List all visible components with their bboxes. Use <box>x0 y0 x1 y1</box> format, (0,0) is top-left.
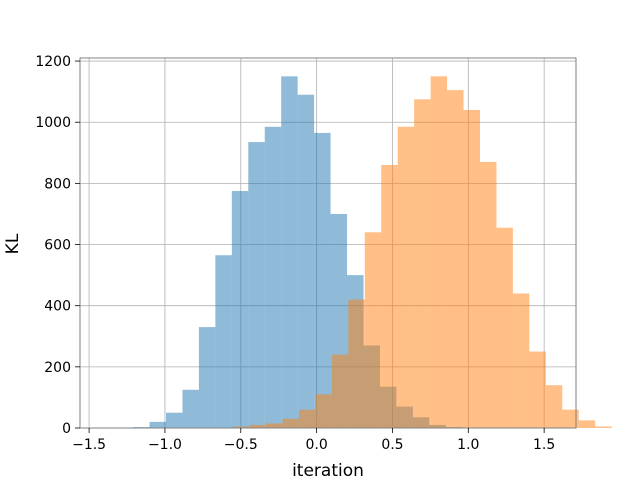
axis-ticks: −1.5 −1.0 −0.5 0.0 0.5 1.0 1.5 0 200 400 600 800 100… <box>35 54 555 453</box>
histogram-bar-series-2 <box>463 109 480 429</box>
histogram-bar-series-2 <box>545 385 563 428</box>
x-tick-label: −1.0 <box>148 437 182 453</box>
histogram-bar-series-1 <box>149 421 167 428</box>
y-tick-label: 200 <box>44 360 71 376</box>
histogram-bar-series-1 <box>281 76 298 428</box>
x-tick-label: 1.5 <box>533 437 555 453</box>
x-tick-label: 0.5 <box>381 437 403 453</box>
y-tick-label: 1000 <box>35 115 71 131</box>
histogram-bar-series-2 <box>233 426 250 428</box>
histogram-bar-series-1 <box>231 191 249 428</box>
histogram-bar-series-2 <box>397 126 415 429</box>
x-tick-label: −0.5 <box>224 437 258 453</box>
histogram-bar-series-1 <box>215 255 232 428</box>
histogram-bar-series-2 <box>595 426 612 428</box>
histogram-bar-series-2 <box>512 293 530 428</box>
histogram-bar-series-2 <box>266 423 283 428</box>
x-tick-label: 1.0 <box>457 437 479 453</box>
y-tick-label: 800 <box>44 176 71 192</box>
histogram-bar-series-2 <box>529 351 546 428</box>
histogram-bars <box>133 76 612 429</box>
histogram-bar-series-2 <box>562 409 579 428</box>
histogram-bar-series-1 <box>248 142 265 428</box>
y-axis-label: KL <box>3 233 23 254</box>
x-tick-label: 0.0 <box>305 437 327 453</box>
histogram-bar-series-1 <box>297 94 315 428</box>
x-axis-label: iteration <box>292 461 364 480</box>
histogram-bar-series-2 <box>447 90 464 429</box>
histogram-bar-series-2 <box>315 394 332 428</box>
histogram-bar-series-1 <box>198 327 216 428</box>
y-tick-label: 400 <box>44 299 71 315</box>
histogram-bar-series-2 <box>578 420 596 428</box>
histogram-bar-series-2 <box>331 354 349 428</box>
histogram-bar-series-2 <box>479 161 497 428</box>
histogram-bar-series-2 <box>414 99 431 428</box>
histogram-bar-series-2 <box>381 165 398 429</box>
histogram-bar-series-2 <box>364 232 382 428</box>
histogram-bar-series-1 <box>314 132 331 428</box>
plot-frame <box>79 57 577 429</box>
histogram-bar-series-1 <box>166 412 183 428</box>
histogram-bar-series-2 <box>249 424 267 428</box>
histogram-bar-series-2 <box>348 299 365 428</box>
histogram-bar-series-2 <box>282 418 299 428</box>
y-tick-label: 600 <box>44 238 71 254</box>
histogram-bar-series-2 <box>298 409 316 428</box>
x-tick-label: −1.5 <box>72 437 106 453</box>
histogram-bar-series-1 <box>264 126 282 429</box>
histogram-bar-series-2 <box>430 76 448 428</box>
y-tick-label: 0 <box>62 421 71 437</box>
histogram-bar-series-2 <box>496 227 513 428</box>
y-tick-label: 1200 <box>35 54 71 70</box>
histogram-bar-series-1 <box>182 389 199 428</box>
